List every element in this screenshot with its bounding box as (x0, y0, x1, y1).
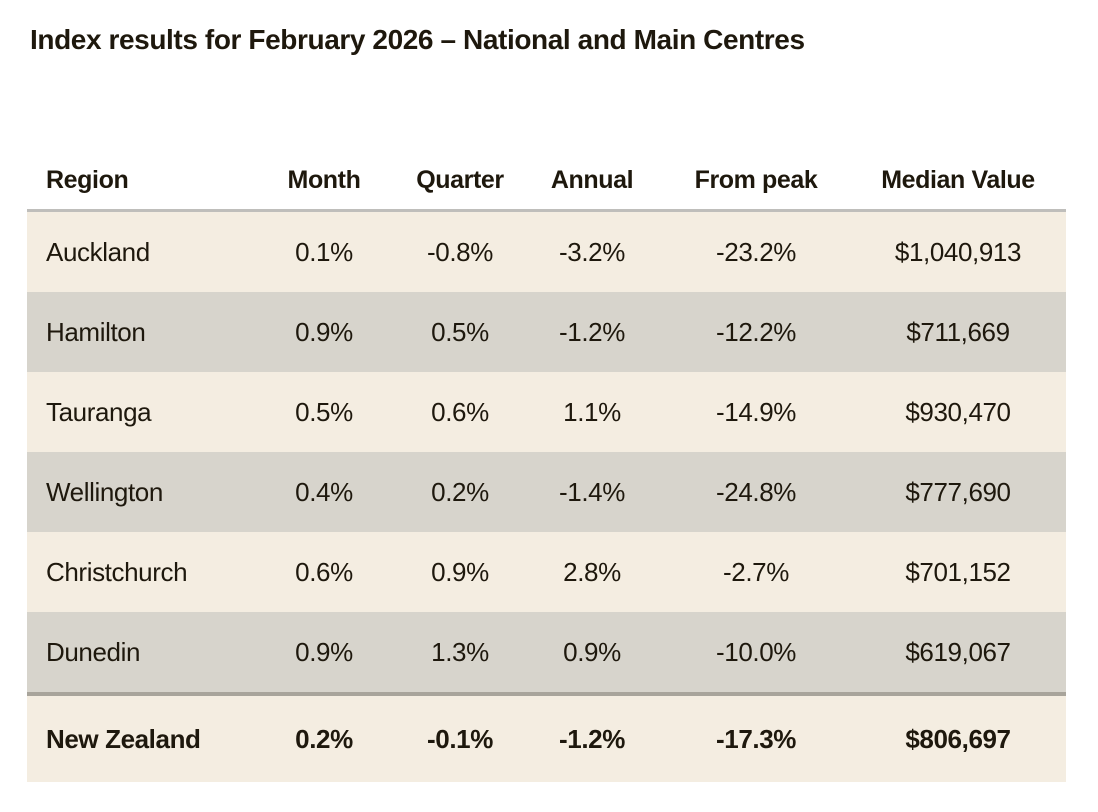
column-header-region: Region (27, 152, 250, 212)
region-cell: New Zealand (46, 723, 201, 754)
table-header: Region Month Quarter Annual From peak Me… (27, 152, 1066, 212)
value-cell: -10.0% (716, 636, 796, 667)
column-header-month: Month (250, 152, 398, 212)
value-cell: $711,669 (906, 316, 1010, 347)
column-header-annual: Annual (522, 152, 662, 212)
table-row: Hamilton 0.9% 0.5% -1.2% -12.2% $711,669 (27, 292, 1066, 372)
region-cell: Wellington (46, 476, 163, 507)
value-cell: 0.6% (431, 396, 489, 427)
value-cell: 0.4% (295, 476, 353, 507)
value-cell: 0.5% (431, 316, 489, 347)
value-cell: 0.5% (295, 396, 353, 427)
value-cell: 2.8% (563, 556, 621, 587)
table-body: Auckland 0.1% -0.8% -3.2% -23.2% $1,040,913 Ha… (27, 210, 1066, 782)
value-cell: 1.3% (431, 636, 489, 667)
value-cell: 0.9% (295, 636, 353, 667)
value-cell: 0.2% (295, 723, 353, 754)
table-header-row: Region Month Quarter Annual From peak Me… (27, 152, 1066, 212)
value-cell: -24.8% (716, 476, 796, 507)
table-row: Wellington 0.4% 0.2% -1.4% -24.8% $777,690 (27, 452, 1066, 532)
value-cell: -0.1% (427, 723, 493, 754)
page-title: Index results for February 2026 – Nation… (30, 24, 805, 55)
index-results-table: Region Month Quarter Annual From peak Me… (27, 152, 1066, 782)
value-cell: -0.8% (427, 236, 493, 267)
value-cell: 0.2% (431, 476, 489, 507)
value-cell: $777,690 (905, 476, 1011, 507)
value-cell: -17.3% (716, 723, 796, 754)
value-cell: $1,040,913 (894, 236, 1022, 267)
value-cell: -12.2% (716, 316, 796, 347)
value-cell: 0.9% (563, 636, 621, 667)
value-cell: $930,470 (905, 396, 1011, 427)
region-cell: Dunedin (46, 636, 141, 667)
value-cell: -2.7% (723, 556, 789, 587)
column-header-from-peak: From peak (662, 152, 850, 212)
value-cell: -3.2% (559, 236, 625, 267)
table-row: Christchurch 0.6% 0.9% 2.8% -2.7% $701,152 (27, 532, 1066, 612)
value-cell: 0.9% (295, 316, 353, 347)
region-cell: Auckland (46, 236, 150, 267)
value-cell: $701,152 (905, 556, 1011, 587)
region-cell: Christchurch (46, 556, 188, 587)
value-cell: -1.4% (559, 476, 625, 507)
table-row: Dunedin 0.9% 1.3% 0.9% -10.0% $619,067 (27, 612, 1066, 694)
column-header-median-value: Median Value (850, 152, 1066, 212)
value-cell: -14.9% (716, 396, 796, 427)
value-cell: 1.1% (563, 396, 621, 427)
value-cell: $806,697 (905, 723, 1011, 754)
table-row-total: New Zealand 0.2% -0.1% -1.2% -17.3% $806,697 (27, 694, 1066, 782)
value-cell: -1.2% (559, 316, 625, 347)
value-cell: 0.6% (295, 556, 353, 587)
value-cell: 0.9% (431, 556, 489, 587)
region-cell: Hamilton (46, 316, 146, 347)
value-cell: -1.2% (559, 723, 625, 754)
table-row: Auckland 0.1% -0.8% -3.2% -23.2% $1,040,913 (27, 210, 1066, 292)
column-header-quarter: Quarter (398, 152, 522, 212)
table-row: Tauranga 0.5% 0.6% 1.1% -14.9% $930,470 (27, 372, 1066, 452)
value-cell: $619,067 (905, 636, 1011, 667)
value-cell: 0.1% (295, 236, 353, 267)
region-cell: Tauranga (46, 396, 152, 427)
value-cell: -23.2% (716, 236, 796, 267)
